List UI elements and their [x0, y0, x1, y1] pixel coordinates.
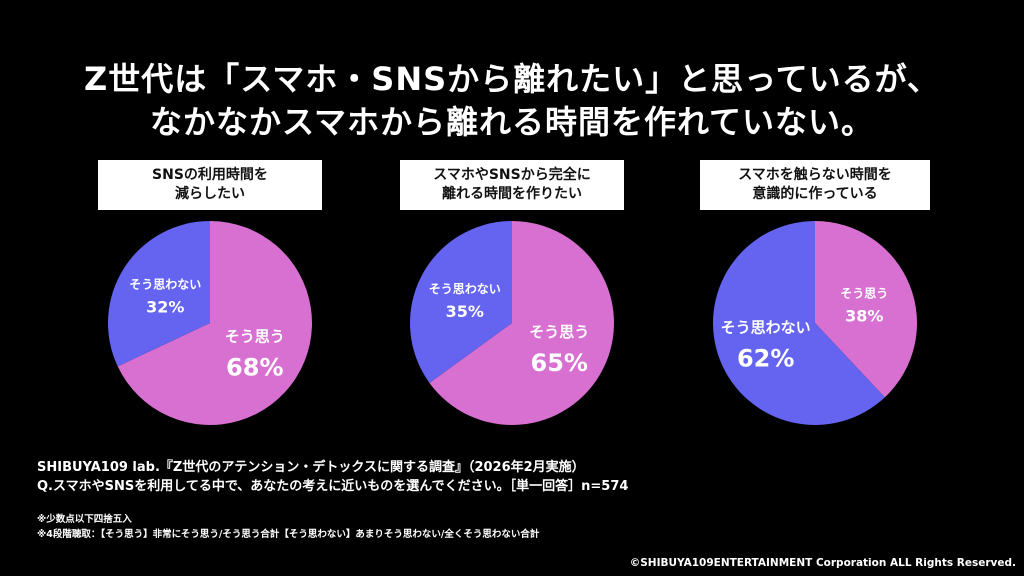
slice-value-agree: 68% [226, 353, 283, 381]
copyright: ©SHIBUYA109ENTERTAINMENT Corporation ALL… [629, 557, 1016, 569]
slice-value-agree: 65% [531, 349, 588, 377]
pie-chart-1: SNSの利用時間を 減らしたい そう思う 68% そう思わない 32% [95, 160, 325, 430]
pie-svg: そう思う 38% そう思わない 62% [713, 221, 917, 425]
title-line-2: なかなかスマホから離れる時間を作れていない。 [149, 103, 875, 141]
pie-svg: そう思う 68% そう思わない 32% [107, 221, 312, 425]
question-line-1: スマホやSNSから完全に [433, 167, 591, 183]
pie-chart-2: スマホやSNSから完全に 離れる時間を作りたい そう思う 65% そう思わない 35% [397, 160, 627, 430]
slice-label-disagree: そう思わない [129, 278, 201, 292]
note-rounding: ※少数点以下四捨五入 [37, 514, 132, 525]
survey-source: SHIBUYA109 lab.『Z世代のアテンション・デトックスに関する調査』（… [37, 458, 628, 496]
question-line-2: 意識的に作っている [752, 186, 878, 202]
title-line-1: Z世代は「スマホ・SNSから離れたい」と思っているが、 [84, 60, 940, 98]
slice-label-agree: そう思う [529, 323, 589, 341]
slice-value-disagree: 35% [446, 302, 484, 321]
slice-value-disagree: 32% [146, 298, 184, 317]
question-line-1: スマホを触らない時間を [738, 167, 892, 183]
survey-title: SHIBUYA109 lab.『Z世代のアテンション・デトックスに関する調査』（… [37, 460, 585, 475]
slice-value-agree: 38% [845, 306, 883, 325]
slice-label-disagree: そう思わない [429, 282, 501, 296]
slice-value-disagree: 62% [737, 345, 794, 373]
pie-chart-3: スマホを触らない時間を 意識的に作っている そう思う 38% そう思わない 62% [700, 160, 930, 430]
page-title: Z世代は「スマホ・SNSから離れたい」と思っているが、 なかなかスマホから離れる… [0, 58, 1024, 144]
pie-svg: そう思う 65% そう思わない 35% [410, 221, 614, 425]
question-box: スマホを触らない時間を 意識的に作っている [700, 160, 930, 210]
pie-slice-agree [429, 221, 614, 425]
question-box: SNSの利用時間を 減らしたい [98, 160, 322, 210]
slice-label-disagree: そう思わない [721, 319, 811, 337]
note-scale: ※4段階聴取：【そう思う】非常にそう思う/そう思う合計【そう思わない】あまりそう… [37, 529, 540, 540]
pie-slice-disagree [107, 221, 210, 367]
question-line-2: 離れる時間を作りたい [442, 186, 582, 202]
question-box: スマホやSNSから完全に 離れる時間を作りたい [400, 160, 624, 210]
slice-label-agree: そう思う [225, 327, 285, 345]
notes: ※少数点以下四捨五入 ※4段階聴取：【そう思う】非常にそう思う/そう思う合計【そ… [37, 512, 539, 542]
pie-slice-disagree [410, 221, 512, 383]
pie-slice-agree [117, 221, 312, 425]
pie-slice-agree [815, 221, 917, 398]
question-line-2: 減らしたい [175, 186, 245, 202]
slice-label-agree: そう思う [840, 286, 888, 300]
survey-question: Q.スマホやSNSを利用してる中で、あなたの考えに近いものを選んでください。［単… [37, 479, 629, 494]
pie-slice-disagree [713, 221, 885, 425]
question-line-1: SNSの利用時間を [152, 167, 268, 183]
